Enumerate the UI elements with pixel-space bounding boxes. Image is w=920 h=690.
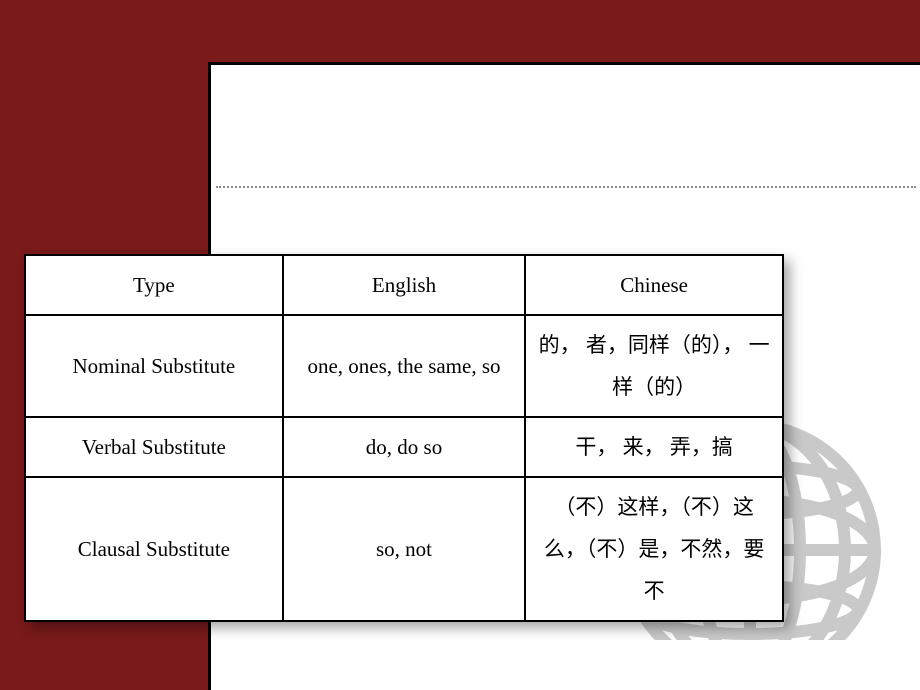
- cell-english: one, ones, the same, so: [283, 315, 526, 417]
- col-header-type: Type: [25, 255, 283, 315]
- col-header-english: English: [283, 255, 526, 315]
- cell-type: Verbal Substitute: [25, 417, 283, 477]
- cell-type: Clausal Substitute: [25, 477, 283, 621]
- col-header-chinese: Chinese: [525, 255, 783, 315]
- table-header-row: Type English Chinese: [25, 255, 783, 315]
- substitute-table: Type English Chinese Nominal Substitute …: [24, 254, 784, 622]
- cell-english: so, not: [283, 477, 526, 621]
- cell-chinese: （不）这样，（不）这么，（不）是，不然，要不: [525, 477, 783, 621]
- dotted-divider: [216, 186, 916, 188]
- cell-english: do, do so: [283, 417, 526, 477]
- table-row: Clausal Substitute so, not （不）这样，（不）这么，（…: [25, 477, 783, 621]
- slide: Type English Chinese Nominal Substitute …: [0, 0, 920, 690]
- cell-type: Nominal Substitute: [25, 315, 283, 417]
- cell-chinese: 的， 者，同样（的）， 一样（的）: [525, 315, 783, 417]
- table-row: Verbal Substitute do, do so 干， 来， 弄，搞: [25, 417, 783, 477]
- table-row: Nominal Substitute one, ones, the same, …: [25, 315, 783, 417]
- substitute-table-container: Type English Chinese Nominal Substitute …: [24, 254, 784, 622]
- cell-chinese: 干， 来， 弄，搞: [525, 417, 783, 477]
